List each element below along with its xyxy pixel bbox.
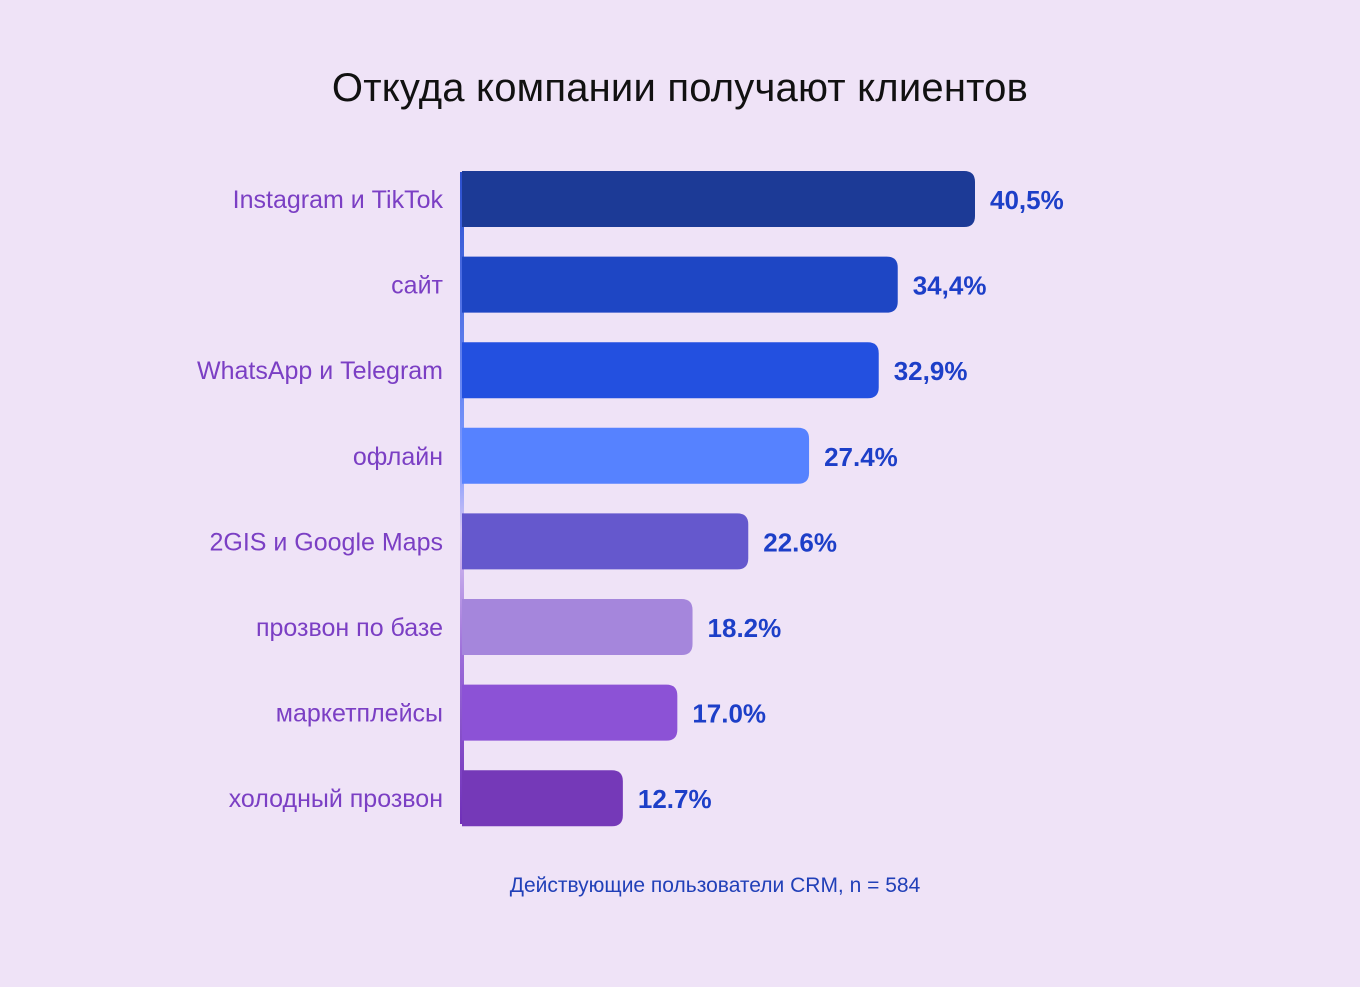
chart-title: Откуда компании получают клиентов [331, 66, 1029, 110]
chart-footnote: Действующие пользователи CRM, n = 584 [509, 874, 921, 897]
value-label: 17.0% [692, 699, 766, 729]
bar-5 [462, 513, 749, 570]
category-label: Instagram и TikTok [233, 186, 444, 214]
category-labels: Instagram и TikTok сайт WhatsApp и Telegra… [197, 186, 444, 813]
category-label: офлайн [353, 443, 443, 471]
value-label: 22.6% [763, 527, 837, 557]
bar-3 [462, 342, 879, 399]
bar-8 [462, 770, 623, 827]
category-label: холодный прозвон [229, 785, 443, 813]
value-label: 18.2% [708, 613, 782, 643]
bar-1 [462, 171, 975, 227]
category-label: 2GIS и Google Maps [209, 528, 443, 556]
value-label: 27.4% [824, 442, 898, 472]
value-label: 12.7% [638, 784, 712, 814]
bar-7 [462, 684, 678, 741]
bar-6 [462, 599, 693, 655]
bar-2 [462, 256, 898, 313]
category-label: прозвон по базе [256, 614, 443, 642]
value-label: 40,5% [990, 185, 1064, 215]
value-label: 34,4% [913, 271, 987, 301]
category-label: WhatsApp и Telegram [197, 357, 443, 385]
category-label: маркетплейсы [276, 700, 443, 728]
value-label: 32,9% [894, 356, 968, 386]
category-label: сайт [391, 272, 443, 300]
axis-line [460, 172, 464, 824]
bars-group [462, 171, 975, 827]
bar-4 [462, 427, 810, 484]
value-labels: 40,5% 34,4% 32,9% 27.4% 22.6% 18.2% 17.0% 12.7% [638, 185, 1064, 814]
